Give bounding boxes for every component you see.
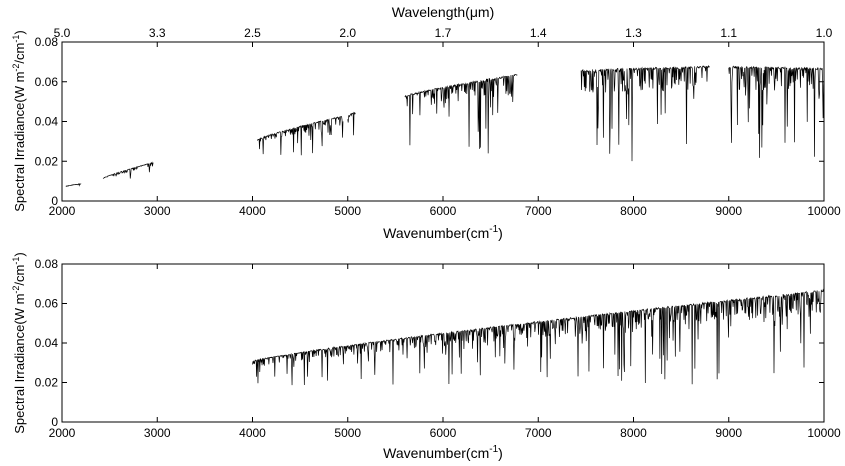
- bottom-x-axis-title: Wavenumber(cm-1): [383, 444, 503, 461]
- x-tick-label: 6000: [430, 204, 457, 218]
- top-tick-label: 2.0: [339, 26, 356, 40]
- spectrum-segment: [102, 161, 154, 179]
- spectrum-segment: [252, 288, 825, 386]
- x-tick-label: 10000: [807, 204, 841, 218]
- top-plot-frame: [61, 41, 825, 202]
- spectrum-segment: [347, 111, 356, 136]
- x-tick-label: 4000: [239, 426, 266, 440]
- top-axis-title: Wavelength(μm): [392, 4, 494, 20]
- y-tick-label: 0: [51, 194, 58, 208]
- y-tick-label: 0.04: [35, 115, 59, 129]
- bottom-panel: 2000 3000 4000 5000 6000 7000 8000 9000 10000 00…: [11, 252, 841, 461]
- top-tick-label: 2.5: [244, 26, 261, 40]
- top-axis-ticks: [61, 41, 825, 202]
- top-tick-label: 1.0: [816, 26, 833, 40]
- top-tick-label: 1.4: [530, 26, 547, 40]
- top-x-tick-labels: 2000 3000 4000 5000 6000 7000 8000 9000 10000: [49, 204, 841, 218]
- top-y-axis-title: Spectral Irradiance(W m-2/cm-1): [11, 30, 27, 211]
- y-tick-label: 0.06: [35, 75, 59, 89]
- y-tick-label: 0.08: [35, 257, 59, 271]
- x-tick-label: 5000: [334, 204, 361, 218]
- top-tick-label: 1.7: [435, 26, 452, 40]
- top-spectrum-series: [65, 64, 825, 187]
- top-tick-label: 5.0: [54, 26, 71, 40]
- bottom-axis-ticks: [61, 263, 825, 423]
- spectrum-segment: [404, 73, 518, 154]
- x-tick-label: 8000: [620, 426, 647, 440]
- y-tick-label: 0.06: [35, 297, 59, 311]
- x-tick-label: 3000: [144, 204, 171, 218]
- x-tick-label: 3000: [144, 426, 171, 440]
- y-tick-label: 0.02: [35, 376, 59, 390]
- y-tick-label: 0.02: [35, 154, 59, 168]
- top-x-axis-title: Wavenumber(cm-1): [383, 224, 503, 241]
- x-tick-label: 4000: [239, 204, 266, 218]
- spectrum-segment: [580, 64, 710, 162]
- bottom-spectrum-series: [252, 288, 825, 386]
- y-tick-label: 0.04: [35, 336, 59, 350]
- x-tick-label: 2000: [49, 204, 76, 218]
- x-tick-label: 6000: [430, 426, 457, 440]
- spectrum-segment: [65, 183, 82, 187]
- x-tick-label: 2000: [49, 426, 76, 440]
- top-wavelength-tick-labels: 5.0 3.3 2.5 2.0 1.7 1.4 1.3 1.1 1.0: [54, 26, 833, 40]
- top-tick-label: 1.3: [625, 26, 642, 40]
- x-tick-label: 10000: [807, 426, 841, 440]
- x-tick-label: 9000: [715, 204, 742, 218]
- bottom-y-axis-title: Spectral Irradiance(W m-2/cm-1): [11, 252, 27, 433]
- spectrum-segment: [257, 116, 344, 156]
- y-tick-label: 0.08: [35, 35, 59, 49]
- bottom-y-tick-labels: 0 0.02 0.04 0.06 0.08: [35, 257, 59, 429]
- spectrum-segment: [728, 65, 825, 158]
- bottom-x-tick-labels: 2000 3000 4000 5000 6000 7000 8000 9000 10000: [49, 426, 841, 440]
- x-tick-label: 5000: [334, 426, 361, 440]
- x-tick-label: 7000: [525, 426, 552, 440]
- top-tick-label: 1.1: [720, 26, 737, 40]
- y-tick-label: 0: [51, 415, 58, 429]
- x-tick-label: 7000: [525, 204, 552, 218]
- top-y-tick-labels: 0 0.02 0.04 0.06 0.08: [35, 35, 59, 208]
- top-panel: Wavelength(μm) 5.0 3.3 2.5 2.0 1.7 1.4 1.3 1.1 1…: [11, 4, 841, 241]
- x-tick-label: 8000: [620, 204, 647, 218]
- top-tick-label: 3.3: [149, 26, 166, 40]
- x-tick-label: 9000: [715, 426, 742, 440]
